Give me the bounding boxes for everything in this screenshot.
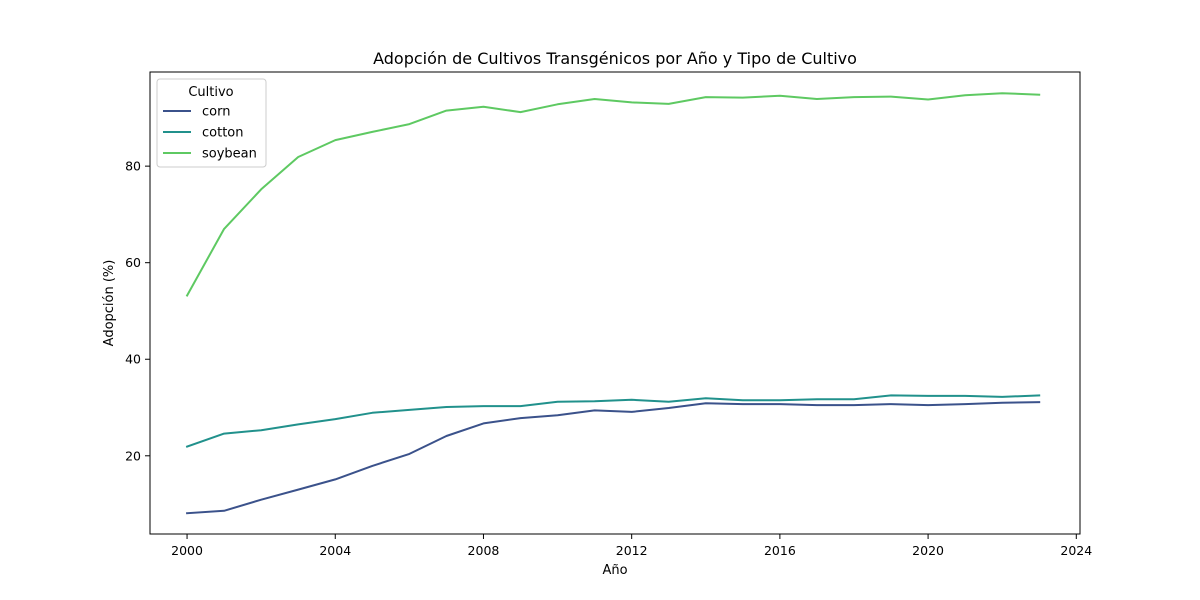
plot-frame	[149, 71, 1081, 535]
series-line-corn	[186, 401, 1041, 515]
x-tick-label: 2004	[319, 543, 351, 558]
x-tick-label: 2008	[468, 543, 500, 558]
legend-label-cotton: cotton	[202, 126, 244, 141]
legend-title: Cultivo	[188, 85, 233, 100]
x-axis: 2000 2004 2008 2012 2016 2020 2024	[171, 534, 1092, 558]
x-tick-label: 2016	[764, 543, 796, 558]
y-tick-label: 60	[125, 255, 141, 270]
chart-title: Adopción de Cultivos Transgénicos por Añ…	[373, 49, 857, 68]
y-tick-label: 80	[125, 159, 141, 174]
x-tick-label: 2000	[171, 543, 203, 558]
x-axis-label: Año	[602, 563, 627, 578]
legend-label-corn: corn	[202, 105, 230, 120]
x-tick-label: 2012	[616, 543, 648, 558]
plot-layer	[185, 92, 1041, 515]
series-line-soybean	[185, 92, 1041, 297]
y-tick-label: 20	[125, 448, 141, 463]
legend-items: corn cotton soybean	[163, 105, 257, 162]
legend-box	[156, 78, 267, 168]
x-tick-label: 2020	[912, 543, 944, 558]
y-axis: 20 40 60 80	[125, 159, 150, 463]
y-tick-label: 40	[125, 352, 141, 367]
legend: Cultivo corn cotton soybean	[156, 78, 267, 168]
legend-label-soybean: soybean	[202, 147, 257, 162]
y-axis-label: Adopción (%)	[102, 260, 117, 347]
series-line-cotton	[185, 394, 1041, 448]
x-tick-label: 2024	[1060, 543, 1092, 558]
